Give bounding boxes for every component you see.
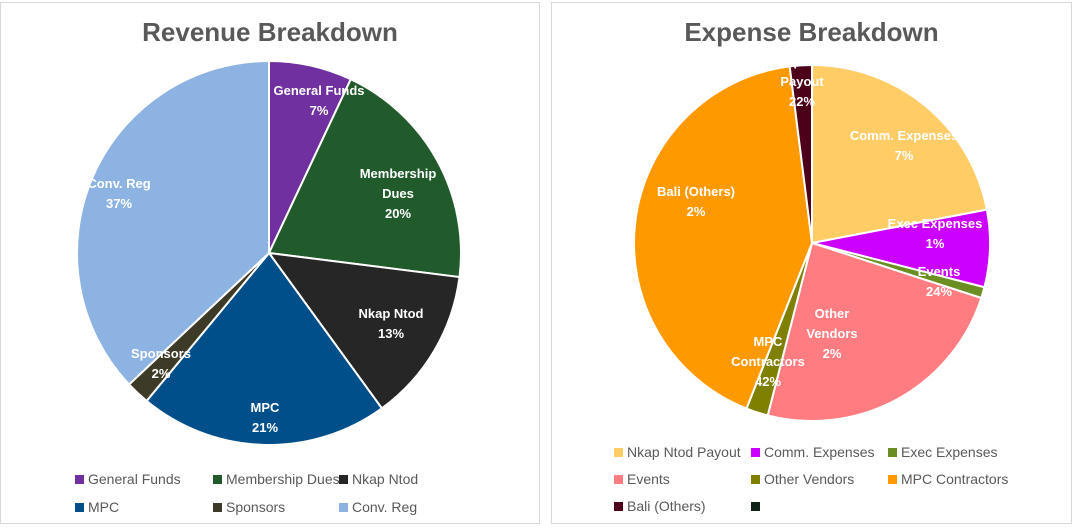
legend-swatch	[213, 475, 222, 484]
legend-swatch	[751, 475, 760, 484]
data-label-sponsors: 2%	[152, 366, 171, 381]
pie-slice-mpc-contractors	[633, 65, 814, 410]
data-label-mpc: 21%	[252, 420, 278, 435]
legend-item-exec-expenses: Exec Expenses	[888, 444, 998, 460]
category-label-other-vendors-0: Other	[815, 306, 850, 321]
category-label-conv-reg-0: Conv. Reg	[87, 176, 150, 191]
pie-slice-mpc	[145, 251, 384, 446]
legend-item-nkap-ntod: Nkap Ntod	[339, 471, 418, 487]
data-label-mpc-contractors: 42%	[755, 374, 781, 389]
data-label-membership-dues: 20%	[385, 206, 411, 221]
pie-slice-conv-reg	[76, 59, 270, 386]
data-label-general-funds: 7%	[310, 103, 329, 118]
category-label-comm-expenses-0: Comm. Expenses	[850, 128, 958, 143]
legend-item-general-funds: General Funds	[75, 471, 181, 487]
revenue-legend: General Funds Membership Dues Nkap Ntod MPC…	[63, 463, 473, 517]
data-label-comm-expenses: 7%	[895, 148, 914, 163]
category-label-general-funds-0: General Funds	[273, 83, 364, 98]
legend-item-conv-reg: Conv. Reg	[339, 499, 417, 515]
legend-swatch	[614, 502, 623, 511]
expense-legend: Nkap Ntod Payout Comm. Expenses Exec Expen…	[602, 436, 1017, 518]
legend-label: Sponsors	[226, 499, 286, 515]
category-label-events-0: Events	[918, 264, 961, 279]
revenue-pie-chart: General Funds 7% Membership Dues 20% Nkap Nto…	[76, 59, 462, 446]
legend-item-comm-expenses: Comm. Expenses	[751, 444, 874, 460]
category-label-mpc-0: MPC	[251, 400, 281, 415]
legend-label: Nkap Ntod	[352, 471, 419, 487]
pie-slice-bali-others	[788, 63, 813, 244]
legend-item-events: Events	[614, 471, 670, 487]
data-label-nkap-ntod-payout: 22%	[789, 94, 815, 109]
legend-label: Other Vendors	[764, 471, 855, 487]
category-label-membership-dues-0: Membership	[360, 166, 437, 181]
legend-label: MPC	[88, 499, 120, 515]
expense-chart-panel: Expense Breakdown Nkap Ntod Payout 22% Comm…	[551, 2, 1072, 524]
legend-label: Events	[627, 471, 670, 487]
legend-label: Comm. Expenses	[764, 444, 875, 460]
category-label-mpc-contractors-0: MPC	[754, 334, 784, 349]
data-label-bali-others: 2%	[687, 204, 706, 219]
legend-item-other-vendors: Other Vendors	[751, 471, 854, 487]
legend-item-sponsors: Sponsors	[213, 499, 285, 515]
category-label-bali-others-0: Bali (Others)	[657, 184, 735, 199]
legend-label: Exec Expenses	[901, 444, 998, 460]
data-label-events: 24%	[926, 284, 952, 299]
legend-item-mpc: MPC	[75, 499, 119, 515]
legend-label: Nkap Ntod Payout	[627, 444, 741, 460]
category-label-membership-dues-1: Dues	[382, 186, 414, 201]
category-label-nkap-ntod-0: Nkap Ntod	[359, 306, 424, 321]
legend-item-unlabeled	[751, 498, 764, 514]
legend-swatch	[75, 475, 84, 484]
category-label-sponsors-0: Sponsors	[131, 346, 191, 361]
legend-swatch	[75, 503, 84, 512]
data-label-conv-reg: 37%	[106, 196, 132, 211]
data-label-other-vendors: 2%	[823, 346, 842, 361]
category-label-nkap-ntod-payout-0: Nkap Ntod	[770, 54, 835, 69]
legend-item-nkap-ntod-payout: Nkap Ntod Payout	[614, 444, 741, 460]
pie-slice-membership-dues	[267, 77, 462, 279]
category-label-nkap-ntod-payout-1: Payout	[780, 74, 824, 89]
legend-swatch	[614, 475, 623, 484]
revenue-chart-panel: Revenue Breakdown General Funds 7% Members…	[0, 2, 540, 524]
legend-swatch	[751, 448, 760, 457]
data-label-exec-expenses: 1%	[926, 236, 945, 251]
expense-pie-chart: Nkap Ntod Payout 22% Comm. Expenses 7% Exec E…	[633, 54, 991, 422]
legend-item-bali-others: Bali (Others)	[614, 498, 706, 514]
category-label-exec-expenses-0: Exec Expenses	[888, 216, 983, 231]
legend-label: Conv. Reg	[352, 499, 418, 515]
legend-swatch	[339, 475, 348, 484]
data-label-nkap-ntod: 13%	[378, 326, 404, 341]
legend-label: MPC Contractors	[901, 471, 1009, 487]
legend-label: Membership Dues	[226, 471, 340, 487]
legend-item-mpc-contractors: MPC Contractors	[888, 471, 1008, 487]
category-label-other-vendors-1: Vendors	[806, 326, 857, 341]
pie-slice-nkap-ntod	[266, 251, 461, 410]
pie-slice-nkap-ntod-payout	[811, 63, 989, 245]
legend-label: Bali (Others)	[627, 498, 706, 514]
legend-swatch	[888, 448, 897, 457]
legend-swatch	[339, 503, 348, 512]
revenue-chart-title: Revenue Breakdown	[142, 17, 398, 47]
category-label-mpc-contractors-1: Contractors	[731, 354, 805, 369]
pie-slice-events	[766, 241, 983, 422]
legend-swatch	[614, 448, 623, 457]
legend-item-membership-dues: Membership Dues	[213, 471, 340, 487]
legend-label: General Funds	[88, 471, 181, 487]
legend-swatch	[888, 475, 897, 484]
legend-swatch	[213, 503, 222, 512]
legend-swatch	[751, 502, 760, 511]
expense-chart-title: Expense Breakdown	[684, 17, 939, 47]
